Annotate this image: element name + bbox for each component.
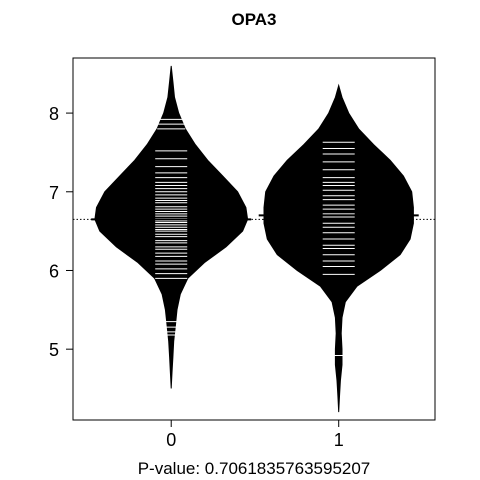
- chart-title: OPA3: [231, 10, 276, 29]
- x-axis-label: P-value: 0.7061835763595207: [138, 459, 371, 478]
- plot-area: [73, 66, 435, 412]
- x-tick-label-0: 0: [166, 430, 176, 450]
- y-tick-label-6: 6: [49, 261, 59, 281]
- y-tick-label-8: 8: [49, 104, 59, 124]
- y-tick-label-7: 7: [49, 183, 59, 203]
- y-tick-label-5: 5: [49, 340, 59, 360]
- x-tick-label-1: 1: [334, 430, 344, 450]
